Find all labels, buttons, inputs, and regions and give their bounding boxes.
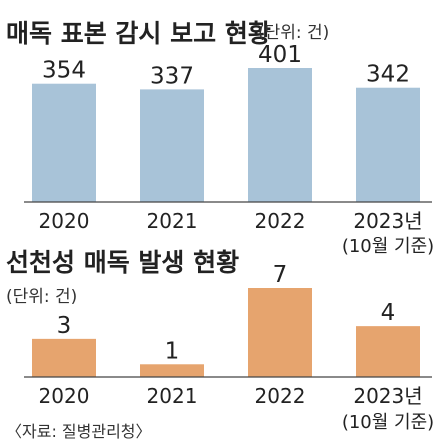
x-tick-note: (10월 기준) bbox=[342, 236, 434, 257]
chart-syphilis-surveillance: 매독 표본 감시 보고 현황 (단위: 건) 354 337 401 342 2020… bbox=[6, 19, 434, 257]
x-tick-label: 2021 bbox=[147, 209, 198, 233]
bar-2022 bbox=[248, 68, 312, 202]
x-tick-label: 2020 bbox=[39, 209, 90, 233]
chart-unit: (단위: 건) bbox=[6, 287, 77, 307]
data-label: 4 bbox=[381, 300, 396, 326]
source-note: 〈자료: 질병관리청〉 bbox=[6, 422, 152, 441]
x-tick-label: 2020 bbox=[39, 384, 90, 408]
data-label: 3 bbox=[57, 313, 72, 339]
data-label: 342 bbox=[366, 62, 410, 88]
x-tick-labels: 2020 2021 2022 2023년 (10월 기준) bbox=[39, 384, 435, 433]
bar-2021 bbox=[140, 89, 204, 202]
bar-2023년 bbox=[356, 87, 420, 202]
bar-2021 bbox=[140, 364, 204, 377]
chart-title: 선천성 매독 발생 현황 bbox=[6, 248, 239, 277]
chart-title: 매독 표본 감시 보고 현황 bbox=[6, 19, 271, 48]
bar-2020 bbox=[32, 338, 96, 377]
x-tick-label: 2023년 bbox=[353, 209, 422, 233]
bars-group: 354 337 401 342 bbox=[32, 42, 420, 202]
data-label: 1 bbox=[165, 338, 180, 364]
data-label: 401 bbox=[258, 42, 302, 68]
data-label: 7 bbox=[273, 262, 288, 288]
bar-2022 bbox=[248, 288, 312, 377]
x-tick-labels: 2020 2021 2022 2023년 (10월 기준) bbox=[39, 209, 435, 257]
chart-unit: (단위: 건) bbox=[258, 23, 329, 43]
bar-2023년 bbox=[356, 326, 420, 377]
x-tick-label: 2022 bbox=[255, 384, 306, 408]
data-label: 337 bbox=[150, 63, 194, 89]
x-tick-note: (10월 기준) bbox=[342, 412, 434, 433]
x-tick-label: 2021 bbox=[147, 384, 198, 408]
bar-2020 bbox=[32, 83, 96, 202]
data-label: 354 bbox=[42, 58, 86, 84]
x-tick-label: 2022 bbox=[255, 209, 306, 233]
x-tick-label: 2023년 bbox=[353, 384, 422, 408]
bars-group: 3 1 7 4 bbox=[32, 262, 420, 377]
